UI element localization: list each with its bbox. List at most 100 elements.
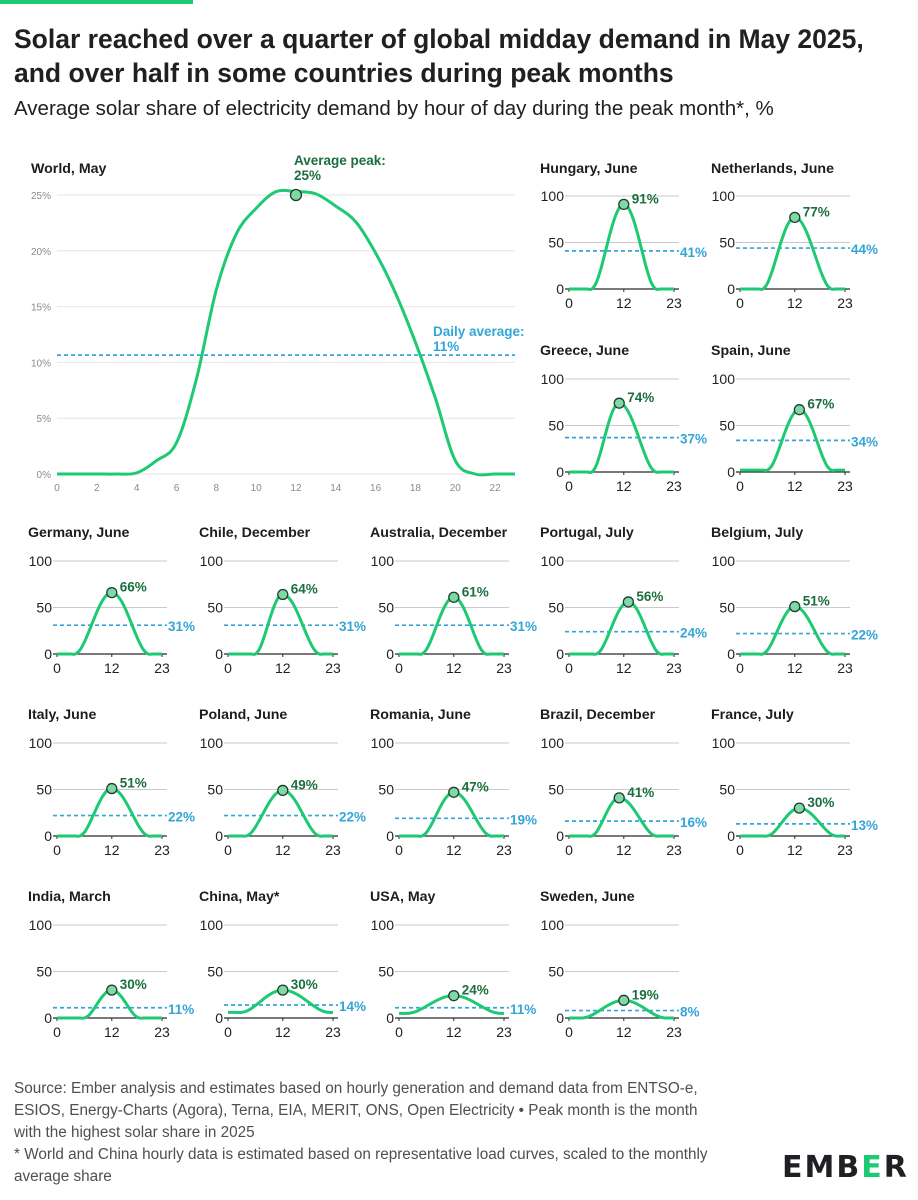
x-tick-label: 16 xyxy=(370,483,382,494)
y-tick-label: 100 xyxy=(29,735,53,751)
x-tick-label: 23 xyxy=(837,478,853,494)
x-tick-label: 23 xyxy=(666,1024,682,1040)
y-tick-label: 100 xyxy=(541,188,565,204)
x-tick-label: 0 xyxy=(395,1024,403,1040)
panel-title: France, July xyxy=(711,707,794,723)
series-line xyxy=(740,215,845,291)
x-tick-label: 12 xyxy=(104,842,120,858)
y-tick-label: 0 xyxy=(556,828,564,844)
y-tick-label: 50 xyxy=(207,600,223,616)
peak-label: 47% xyxy=(462,779,489,794)
average-label: 13% xyxy=(851,818,878,833)
x-tick-label: 23 xyxy=(666,295,682,311)
panel-france-july: France, July 0 50 100 0 12 23 13% 30% xyxy=(711,707,878,858)
y-tick-label: 0 xyxy=(727,828,735,844)
y-tick-label: 50 xyxy=(719,235,735,251)
peak-label: 91% xyxy=(632,191,659,206)
y-tick-label: 0 xyxy=(556,646,564,662)
peak-marker xyxy=(793,802,805,814)
series-line xyxy=(399,790,504,838)
panel-title: Belgium, July xyxy=(711,525,803,541)
average-annotation-title: Daily average: xyxy=(433,324,525,339)
peak-label: 74% xyxy=(627,390,654,405)
panel-netherlands-june: Netherlands, June 0 50 100 0 12 23 44% 77% xyxy=(711,161,878,311)
y-tick-label: 50 xyxy=(548,782,564,798)
source-note: Source: Ember analysis and estimates bas… xyxy=(14,1080,698,1141)
y-tick-label: 100 xyxy=(200,917,224,933)
x-tick-label: 12 xyxy=(275,1024,291,1040)
y-tick-label: 100 xyxy=(29,553,53,569)
chart-subtitle: Average solar share of electricity deman… xyxy=(14,97,774,120)
y-tick-label: 0 xyxy=(215,1010,223,1026)
y-tick-label: 50 xyxy=(378,782,394,798)
x-tick-label: 12 xyxy=(290,483,302,494)
y-tick-label: 0 xyxy=(215,646,223,662)
y-tick-label: 100 xyxy=(541,735,565,751)
x-tick-label: 0 xyxy=(736,295,744,311)
x-tick-label: 0 xyxy=(53,842,61,858)
panel-title: Australia, December xyxy=(370,525,508,541)
panel-title: India, March xyxy=(28,889,111,905)
x-tick-label: 23 xyxy=(154,660,170,676)
x-tick-label: 23 xyxy=(837,660,853,676)
x-tick-label: 12 xyxy=(616,660,632,676)
x-tick-label: 12 xyxy=(446,842,462,858)
average-label: 34% xyxy=(851,434,878,449)
small-multiples-chart: World, May 0% 5% 10% 15% 20% 25% 0 2 4 6 8 10 12 14 16 1… xyxy=(28,153,878,1040)
x-tick-label: 0 xyxy=(736,842,744,858)
peak-marker xyxy=(448,591,460,603)
y-tick-label: 50 xyxy=(36,782,52,798)
y-tick-label: 50 xyxy=(36,600,52,616)
x-tick-label: 0 xyxy=(736,478,744,494)
peak-label: 61% xyxy=(462,584,489,599)
peak-label: 64% xyxy=(291,581,318,596)
panel-sweden-june: Sweden, June 0 50 100 0 12 23 8% 19% xyxy=(540,889,700,1040)
average-label: 11% xyxy=(168,1002,194,1017)
y-tick-label: 50 xyxy=(548,600,564,616)
y-tick-label: 50 xyxy=(548,964,564,980)
y-tick-label: 0 xyxy=(44,646,52,662)
x-tick-label: 12 xyxy=(275,660,291,676)
peak-marker xyxy=(793,404,805,416)
y-tick-label: 100 xyxy=(712,735,736,751)
series-line xyxy=(569,796,674,838)
x-tick-label: 23 xyxy=(325,842,341,858)
peak-label: 24% xyxy=(462,983,489,998)
x-tick-label: 12 xyxy=(787,660,803,676)
y-tick-label: 0 xyxy=(386,646,394,662)
y-tick-label: 0% xyxy=(37,470,52,481)
y-tick-label: 50 xyxy=(719,418,735,434)
peak-marker xyxy=(622,596,634,608)
x-tick-label: 0 xyxy=(224,842,232,858)
peak-annotation-title: Average peak: xyxy=(294,153,386,168)
series-line xyxy=(228,788,333,838)
y-tick-label: 0 xyxy=(386,1010,394,1026)
x-tick-label: 12 xyxy=(616,295,632,311)
panel-title: Sweden, June xyxy=(540,889,635,905)
peak-label: 66% xyxy=(120,580,147,595)
average-label: 22% xyxy=(168,810,195,825)
peak-label: 41% xyxy=(627,785,654,800)
panel-belgium-july: Belgium, July 0 50 100 0 12 23 22% 51% xyxy=(711,525,878,676)
x-tick-label: 12 xyxy=(787,478,803,494)
peak-marker xyxy=(289,188,303,202)
y-tick-label: 100 xyxy=(371,735,395,751)
average-label: 16% xyxy=(680,815,707,830)
peak-marker xyxy=(789,211,801,224)
y-tick-label: 50 xyxy=(378,600,394,616)
panel-brazil-december: Brazil, December 0 50 100 0 12 23 16% 41% xyxy=(540,707,707,858)
y-tick-label: 100 xyxy=(541,917,565,933)
y-tick-label: 50 xyxy=(548,235,564,251)
x-tick-label: 6 xyxy=(174,483,180,494)
x-tick-label: 0 xyxy=(53,660,61,676)
y-tick-label: 25% xyxy=(31,191,51,202)
peak-marker xyxy=(448,990,460,1002)
average-label: 41% xyxy=(680,245,707,260)
panel-spain-june: Spain, June 0 50 100 0 12 23 34% 67% xyxy=(711,343,878,494)
x-tick-label: 12 xyxy=(616,1024,632,1040)
peak-marker xyxy=(277,588,289,601)
panel-italy-june: Italy, June 0 50 100 0 12 23 22% 51% xyxy=(28,707,195,858)
panel-hungary-june: Hungary, June 0 50 100 0 12 23 41% 91% xyxy=(540,161,707,311)
panel-title: Spain, June xyxy=(711,343,791,359)
x-tick-label: 4 xyxy=(134,483,140,494)
